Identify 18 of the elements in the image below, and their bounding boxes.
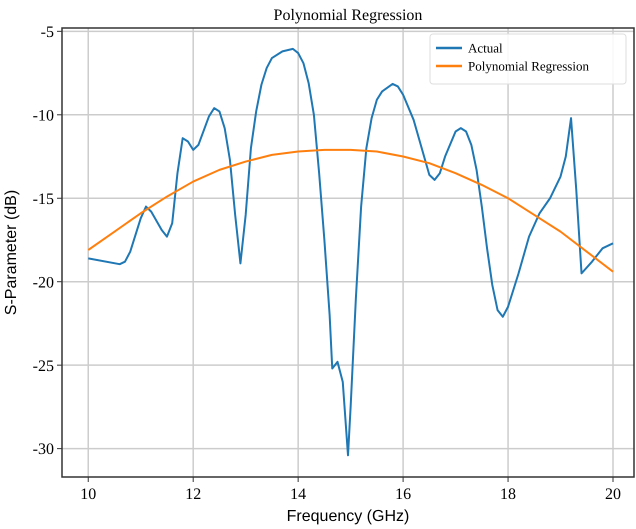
- chart-title: Polynomial Regression: [274, 7, 422, 24]
- legend-label: Actual: [468, 40, 504, 56]
- x-tick-label: 12: [185, 486, 202, 503]
- y-tick-label: -20: [32, 274, 54, 292]
- line-series: [87, 148, 614, 273]
- x-tick-label: 10: [80, 486, 96, 503]
- x-tick-label: 14: [290, 486, 306, 503]
- y-tick-label: -5: [40, 24, 54, 41]
- legend-label: Polynomial Regression: [468, 58, 590, 74]
- y-tick-label: -10: [32, 107, 54, 124]
- y-tick-label: -15: [32, 190, 54, 208]
- x-tick-label: 20: [605, 486, 622, 503]
- y-tick-label: -25: [32, 358, 54, 375]
- x-axis-title: Frequency (GHz): [286, 508, 410, 525]
- y-tick-label: -30: [32, 441, 54, 458]
- y-axis-title: S-Parameter (dB): [3, 190, 20, 316]
- x-tick-label: 16: [395, 486, 412, 503]
- x-tick-label: 18: [500, 486, 516, 503]
